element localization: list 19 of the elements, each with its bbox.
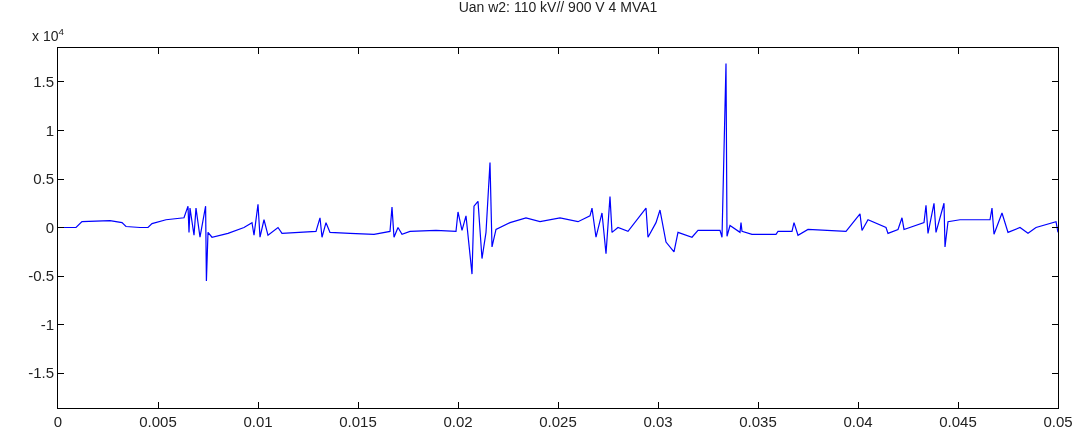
y-tick-label: 1 [45, 121, 54, 139]
y-tick-label: -1.5 [28, 364, 54, 382]
chart-title: Uan w2: 110 kV// 900 V 4 MVA1 [458, 0, 658, 16]
x-tick-label: 0.015 [339, 413, 377, 430]
x-tick-label: 0.05 [1043, 413, 1073, 430]
x-tick-label: 0.035 [739, 413, 777, 430]
y-tick-label: -1 [40, 315, 54, 333]
x-tick-label: 0.02 [443, 413, 473, 430]
y-tick-label: 0.5 [33, 170, 54, 188]
x-tick-label: 0.025 [539, 413, 577, 430]
x-tick-label: 0.005 [139, 413, 177, 430]
x-tick-label: 0.01 [243, 413, 273, 430]
y-tick-label: 0 [45, 218, 54, 236]
x-tick-label: 0.04 [843, 413, 873, 430]
x-tick-label: 0.045 [939, 413, 977, 430]
text: x 10$^{4}$ [32, 26, 65, 44]
x-tick-label: 0.03 [643, 413, 673, 430]
y-tick-label: -0.5 [28, 267, 54, 285]
y-tick-label: 1.5 [33, 73, 54, 91]
